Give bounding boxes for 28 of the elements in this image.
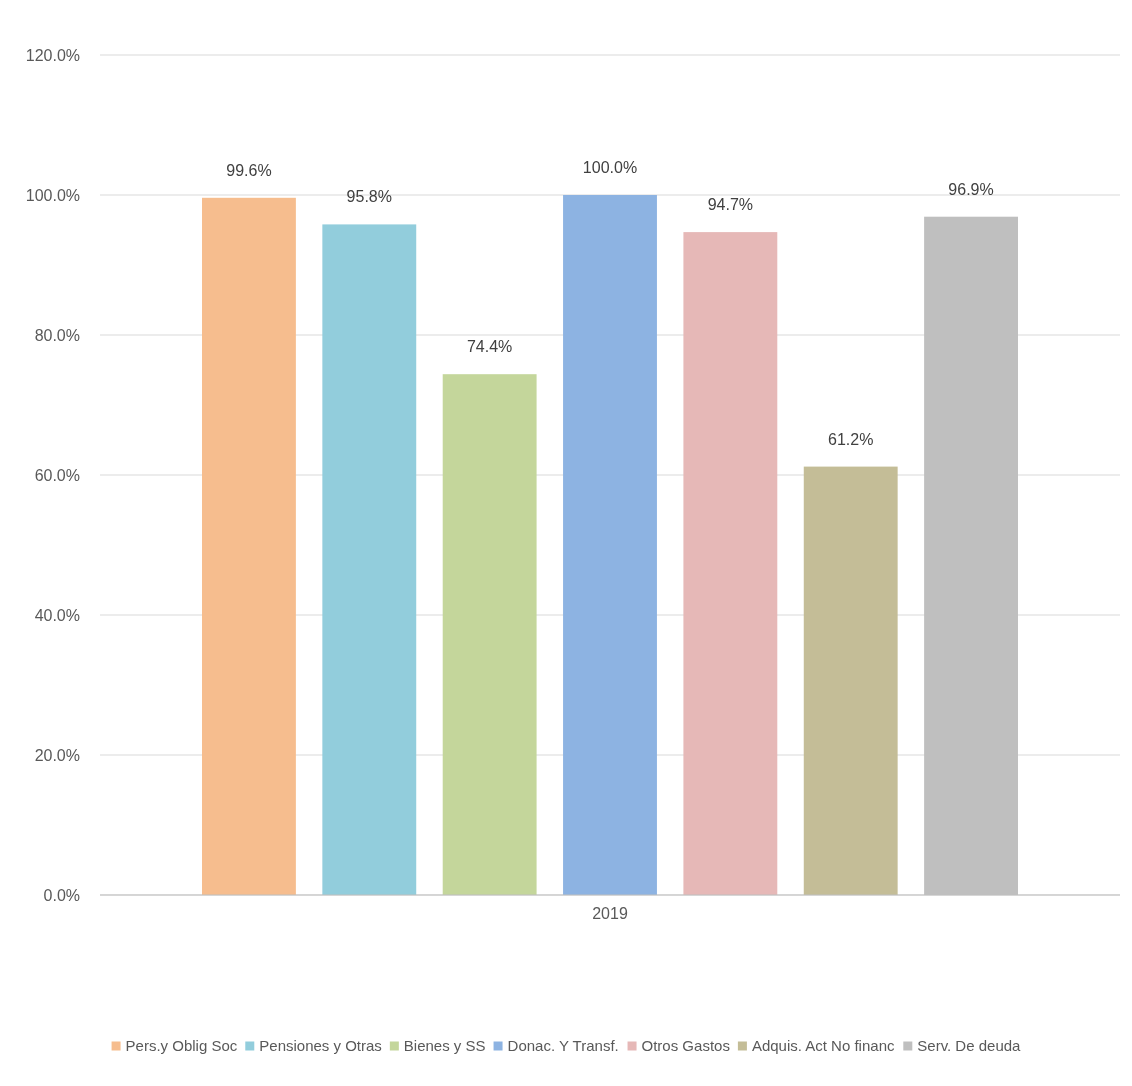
legend-label: Bienes y SS — [403, 1037, 486, 1055]
bar — [803, 466, 898, 895]
bar — [202, 197, 296, 895]
legend-label: Pensiones y Otras — [259, 1037, 382, 1055]
bar — [322, 224, 417, 895]
legend-label: Donac. Y Transf. — [507, 1037, 619, 1055]
y-tick-label: 40.0% — [34, 606, 80, 624]
y-tick-label: 60.0% — [34, 466, 80, 484]
legend-label: Otros Gastos — [641, 1037, 730, 1055]
y-tick-label: 100.0% — [25, 186, 80, 204]
y-tick-label: 20.0% — [34, 746, 80, 764]
data-label: 74.4% — [466, 338, 513, 356]
data-label: 99.6% — [226, 161, 272, 179]
data-label: 61.2% — [828, 430, 874, 448]
y-tick-label: 120.0% — [25, 46, 80, 64]
data-label: 96.9% — [948, 180, 994, 198]
bar — [442, 374, 537, 895]
y-tick-label: 0.0% — [43, 886, 80, 904]
data-label: 95.8% — [346, 188, 392, 206]
legend-label: Pers.y Oblig Soc — [125, 1037, 238, 1055]
data-label: 100.0% — [582, 159, 638, 176]
bar — [563, 195, 657, 895]
legend-label: Serv. De deuda — [917, 1037, 1022, 1055]
legend-label: Adquis. Act No financ — [751, 1037, 895, 1055]
y-tick-label: 80.0% — [34, 326, 80, 344]
x-tick-label: 2019 — [592, 905, 628, 922]
bar — [683, 232, 778, 895]
data-label: 94.7% — [707, 196, 754, 214]
